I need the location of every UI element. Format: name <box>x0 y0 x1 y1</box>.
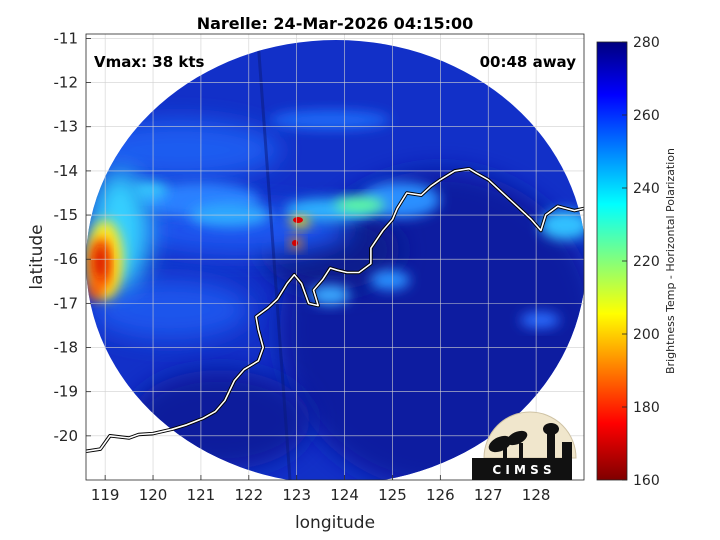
colorbar-tick-label: 160 <box>633 473 660 489</box>
y-tick-label: -18 <box>54 339 79 357</box>
x-tick-label: 120 <box>139 486 168 504</box>
x-tick-label: 123 <box>282 486 311 504</box>
x-tick-label: 128 <box>522 486 551 504</box>
x-tick-label: 125 <box>378 486 407 504</box>
time-away-label: 00:48 away <box>480 53 577 71</box>
satellite-dish-icon <box>506 430 528 446</box>
colorbar-ticks: 280 260 240 220 200 180 160 <box>622 35 660 489</box>
x-tick-label: 122 <box>234 486 263 504</box>
x-axis-title: longitude <box>295 513 375 533</box>
plot-title: Narelle: 24-Mar-2026 04:15:00 <box>197 14 474 33</box>
colorbar-tick-label: 260 <box>633 108 660 124</box>
cimss-logo: C I M S S <box>472 411 577 480</box>
y-tick-label: -17 <box>54 294 79 312</box>
y-tick-label: -11 <box>54 29 79 47</box>
y-axis-ticks: -11 -12 -13 -14 -15 -16 -17 -18 -19 -20 <box>54 29 91 445</box>
x-tick-label: 119 <box>91 486 120 504</box>
coastline <box>86 166 584 454</box>
logo-text: C I M S S <box>492 463 551 477</box>
y-tick-label: -14 <box>54 162 79 180</box>
axes-box <box>85 33 585 481</box>
colorbar-title: Brightness Temp - Horizontal Polarizatio… <box>664 148 677 374</box>
colorbar: 280 260 240 220 200 180 160 Brightness Temp - … <box>596 35 677 489</box>
colorbar-tick-label: 180 <box>633 400 660 416</box>
y-tick-label: -13 <box>54 118 79 136</box>
colorbar-tick-label: 280 <box>633 35 660 51</box>
y-tick-label: -12 <box>54 74 79 92</box>
colorbar-tick-label: 200 <box>633 327 660 343</box>
colorbar-tick-label: 220 <box>633 254 660 270</box>
water-tower-icon <box>547 428 555 458</box>
x-tick-label: 126 <box>426 486 455 504</box>
x-tick-label: 124 <box>330 486 359 504</box>
y-tick-label: -19 <box>54 383 79 401</box>
y-axis-title: latitude <box>27 224 47 289</box>
x-axis-ticks: 119 120 121 122 123 124 125 126 127 128 <box>91 475 551 504</box>
y-tick-label: -20 <box>54 427 79 445</box>
x-tick-label: 127 <box>474 486 503 504</box>
y-tick-label: -15 <box>54 206 79 224</box>
colorbar-tick-label: 240 <box>633 181 660 197</box>
x-tick-label: 121 <box>187 486 216 504</box>
vmax-label: Vmax: 38 kts <box>94 53 204 71</box>
y-tick-label: -16 <box>54 250 79 268</box>
coastline-inner <box>86 167 584 453</box>
